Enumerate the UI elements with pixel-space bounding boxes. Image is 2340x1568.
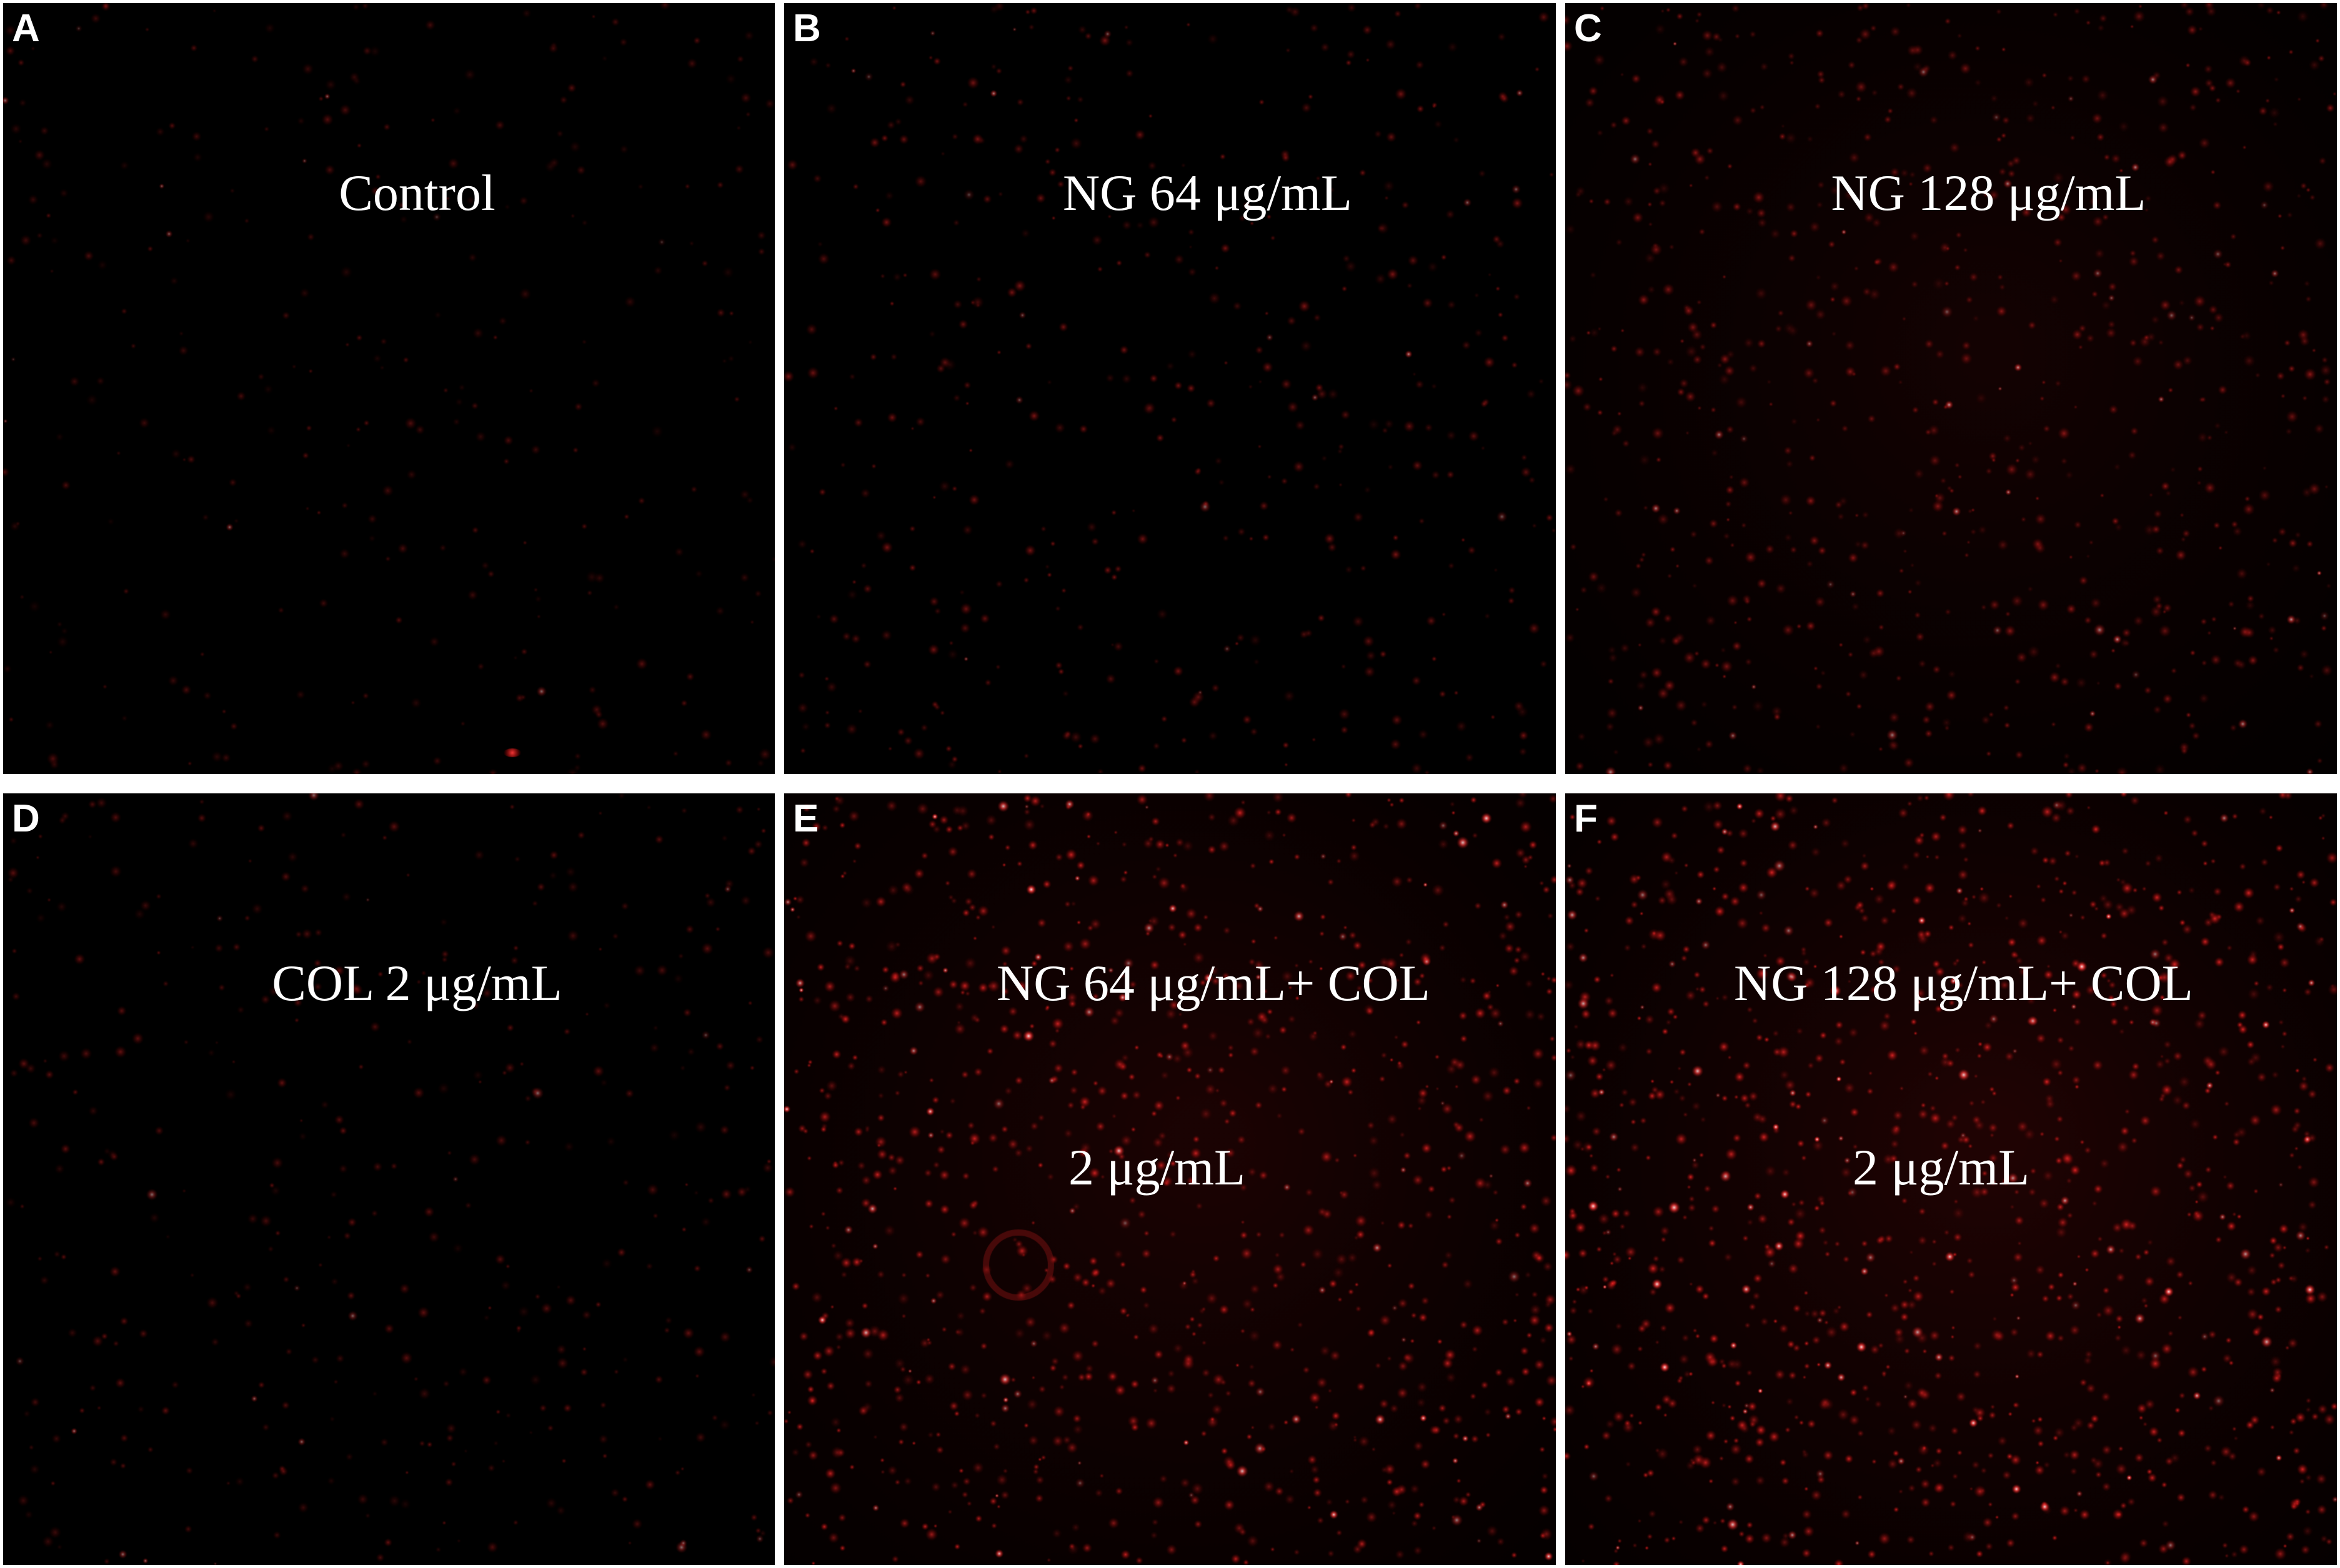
panel-f-label-line-2: 2 μg/mL — [1853, 1138, 2030, 1196]
panel-d: D COL 2 μg/mL — [3, 793, 775, 1565]
panel-e-label: NG 64 μg/mL+ COL 2 μg/mL — [815, 830, 1556, 1321]
panel-b-label: NG 64 μg/mL — [859, 39, 1556, 347]
panel-f: F NG 128 μg/mL+ COL 2 μg/mL — [1565, 793, 2337, 1565]
panel-f-letter: F — [1574, 797, 1598, 840]
panel-c-label-line-1: NG 128 μg/mL — [1831, 164, 2146, 221]
panel-e-letter: E — [793, 797, 819, 840]
panel-e-label-line-2: 2 μg/mL — [1068, 1138, 1246, 1196]
panel-a-label-line-1: Control — [339, 164, 495, 221]
panel-d-label-line-1: COL 2 μg/mL — [272, 954, 562, 1011]
panel-c: C NG 128 μg/mL — [1565, 3, 2337, 774]
panel-a-letter: A — [12, 7, 40, 50]
panel-f-micrograph — [1565, 793, 2337, 1565]
panel-d-letter: D — [12, 797, 40, 840]
panel-d-label: COL 2 μg/mL — [59, 830, 775, 1137]
panel-b-label-line-1: NG 64 μg/mL — [1062, 164, 1353, 221]
panel-f-label-line-1: NG 128 μg/mL+ COL — [1734, 954, 2193, 1011]
panel-b-letter: B — [793, 7, 821, 50]
panel-b: B NG 64 μg/mL — [784, 3, 1556, 774]
panel-c-label: NG 128 μg/mL — [1640, 39, 2337, 347]
panel-a-label: Control — [59, 39, 775, 347]
panel-d-micrograph — [3, 793, 775, 1565]
panel-e-micrograph — [784, 793, 1556, 1565]
panel-c-letter: C — [1574, 7, 1602, 50]
panel-a: A Control — [3, 3, 775, 774]
panel-f-label: NG 128 μg/mL+ COL 2 μg/mL — [1565, 830, 2337, 1321]
panel-a-micrograph — [3, 3, 775, 774]
panel-e: E NG 64 μg/mL+ COL 2 μg/mL — [784, 793, 1556, 1565]
panel-c-micrograph — [1565, 3, 2337, 774]
panel-e-label-line-1: NG 64 μg/mL+ COL — [997, 954, 1430, 1011]
panel-b-micrograph — [784, 3, 1556, 774]
